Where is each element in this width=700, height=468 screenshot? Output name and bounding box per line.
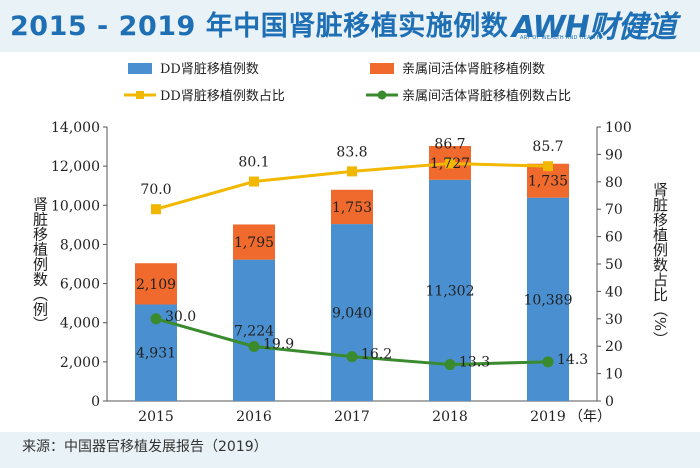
data-label-dd: 11,302 <box>426 283 475 299</box>
dd-pct-point <box>543 161 553 172</box>
data-label-dd-pct: 85.7 <box>532 139 563 155</box>
dd-pct-point <box>151 204 161 215</box>
legend-marker-living-pct <box>377 90 387 100</box>
living-pct-point <box>248 340 260 352</box>
legend-swatch-dd-bar <box>128 63 152 74</box>
y-right-tick-label: 40 <box>605 284 623 300</box>
x-axis-unit: （年） <box>569 409 611 425</box>
y-right-tick-label: 30 <box>605 312 623 328</box>
y-left-tick-label: 4,000 <box>60 316 100 332</box>
data-label-living: 1,795 <box>234 235 274 251</box>
x-tick-label: 2015 <box>138 409 174 425</box>
legend-swatch-living-bar <box>370 63 394 74</box>
living-pct-point <box>346 351 358 363</box>
y-left-tick-label: 12,000 <box>51 159 100 175</box>
logo-subtext: ART OF WEALTH AND HEALTH <box>520 35 601 41</box>
data-label-living-pct: 19.9 <box>263 336 294 352</box>
chart-title: 2015 - 2019 年中国肾脏移植实施例数 <box>10 11 509 42</box>
x-tick-label: 2019 <box>530 409 566 425</box>
data-label-dd-pct: 86.7 <box>434 136 465 152</box>
dd-pct-point <box>445 158 455 169</box>
legend-marker-dd-pct <box>136 91 144 99</box>
y-right-tick-label: 20 <box>605 339 623 355</box>
living-pct-point <box>542 356 554 368</box>
bar-dd-2017 <box>331 224 373 401</box>
y-right-tick-label: 70 <box>605 202 623 218</box>
legend-label-dd-pct: DD肾脏移植例数占比 <box>160 89 285 104</box>
data-label-living: 1,753 <box>332 200 372 216</box>
chart-svg: DD肾脏移植例数 亲属间活体肾脏移植例数 DD肾脏移植例数占比 亲属间活体肾脏移植例数… <box>31 62 669 425</box>
y-right-tick-label: 10 <box>605 367 623 383</box>
living-pct-point <box>150 313 162 325</box>
dd-pct-point <box>347 166 357 177</box>
data-label-living: 1,727 <box>430 156 470 172</box>
data-label-dd: 10,389 <box>524 292 573 308</box>
y-left-tick-label: 2,000 <box>60 355 100 371</box>
dd-pct-point <box>249 176 259 187</box>
y-right-tick-label: 60 <box>605 230 623 246</box>
data-label-dd: 4,931 <box>136 346 176 362</box>
data-label-living: 1,735 <box>528 174 568 190</box>
data-label-dd: 7,224 <box>234 323 274 339</box>
x-tick-label: 2016 <box>236 409 272 425</box>
chart-area: DD肾脏移植例数 亲属间活体肾脏移植例数 DD肾脏移植例数占比 亲属间活体肾脏移植例数… <box>0 52 700 432</box>
y-left-tick-label: 8,000 <box>60 237 100 253</box>
bar-living-2017 <box>331 189 373 225</box>
data-label-dd: 9,040 <box>332 306 372 322</box>
bar-dd-2016 <box>233 259 275 401</box>
y-right-tick-label: 50 <box>605 257 623 273</box>
brand-logo: AWH财健道 ART OF WEALTH AND HEALTH <box>512 2 692 48</box>
source-note: 来源：中国器官移植发展报告（2019） <box>22 439 268 455</box>
y-left-tick-label: 14,000 <box>51 120 100 136</box>
legend-label-dd-bar: DD肾脏移植例数 <box>160 62 259 77</box>
legend-label-living-pct: 亲属间活体肾脏移植例数占比 <box>402 89 571 104</box>
logo-text: AWH财健道 <box>512 10 677 45</box>
data-label-living-pct: 13.3 <box>459 355 490 371</box>
y-left-tick-label: 0 <box>91 394 100 410</box>
y-right-tick-label: 100 <box>605 120 632 136</box>
x-tick-label: 2018 <box>432 409 468 425</box>
data-label-living-pct: 16.2 <box>361 347 392 363</box>
y-right-tick-label: 0 <box>605 394 614 410</box>
y-right-tick-label: 80 <box>605 175 623 191</box>
y-axis-right-title: 肾脏移植例数占比（%） <box>651 182 669 346</box>
data-label-dd-pct: 80.1 <box>238 155 269 171</box>
data-label-dd-pct: 70.0 <box>140 182 171 198</box>
x-tick-label: 2017 <box>334 409 370 425</box>
y-left-tick-label: 6,000 <box>60 277 100 293</box>
data-label-living-pct: 14.3 <box>557 352 588 368</box>
data-label-living-pct: 30.0 <box>165 309 196 325</box>
y-axis-left-title: 肾脏移植例数（例） <box>31 197 49 332</box>
data-label-living: 2,109 <box>136 277 176 293</box>
y-left-tick-label: 10,000 <box>51 198 100 214</box>
bar-living-2015 <box>135 263 177 305</box>
living-pct-point <box>444 359 456 371</box>
y-right-tick-label: 90 <box>605 147 623 163</box>
bar-living-2016 <box>233 224 275 260</box>
data-label-dd-pct: 83.8 <box>336 144 367 160</box>
legend-label-living-bar: 亲属间活体肾脏移植例数 <box>402 62 545 77</box>
